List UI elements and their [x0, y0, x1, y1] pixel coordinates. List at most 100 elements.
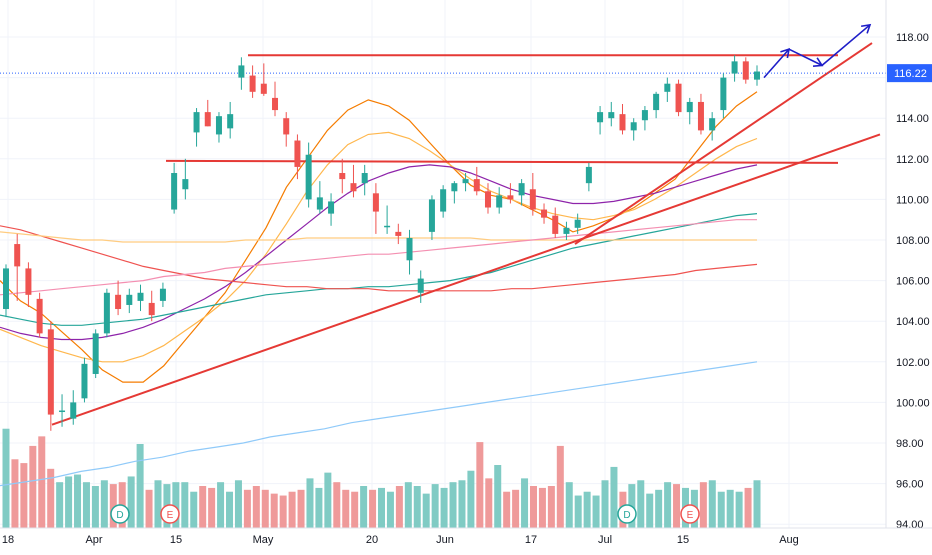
event-marker-circle: [160, 504, 180, 524]
candle-body: [204, 112, 211, 127]
volume-bar: [655, 489, 663, 528]
time-axis-label: Apr: [85, 534, 102, 546]
candle-body: [585, 166, 592, 184]
price-axis-label: 102.00: [896, 357, 930, 369]
candle-body: [451, 183, 458, 192]
event-marker-circle: [680, 504, 700, 524]
candle-body: [406, 237, 413, 261]
candle-body: [137, 292, 144, 301]
volume-bar: [395, 486, 403, 528]
event-marker-circle: [617, 504, 637, 524]
price-axis-label: 110.00: [896, 194, 929, 206]
candle-body: [541, 209, 548, 218]
trend-drawings: [0, 23, 886, 426]
volume-bar: [65, 476, 73, 528]
moving-average-line: [0, 231, 757, 243]
volume-bar: [243, 489, 251, 528]
price-axis-label: 98.00: [896, 438, 924, 450]
volume-bar: [56, 482, 64, 528]
candle-body: [59, 410, 66, 413]
volume-bar: [646, 493, 654, 528]
volume-bar: [181, 482, 189, 528]
price-axis-label: 94.00: [896, 519, 924, 531]
volume-bar: [717, 491, 725, 528]
volume-bar: [234, 480, 242, 528]
candle-body: [384, 225, 391, 228]
resistance-line-mid: [165, 159, 839, 164]
candle-body: [260, 83, 267, 94]
projection-arrow-head: [860, 23, 872, 34]
volume-bar: [485, 478, 493, 528]
volume-bar: [592, 495, 600, 528]
event-marker-dividend[interactable]: D: [617, 504, 637, 524]
volume-bar: [449, 482, 457, 528]
moving-average-line: [0, 361, 758, 487]
volume-bar: [217, 482, 225, 528]
price-axis-label: 108.00: [896, 235, 930, 247]
event-marker-label: D: [623, 510, 630, 521]
volume-bar: [386, 491, 394, 528]
candle-body: [339, 173, 346, 180]
volume-bar: [413, 486, 421, 528]
volume-bar: [261, 489, 269, 528]
volume-bar: [324, 472, 332, 528]
volume-bar: [467, 470, 475, 528]
volume-bar: [360, 486, 368, 528]
volume-bar: [538, 487, 546, 528]
event-marker-earnings[interactable]: E: [160, 504, 180, 524]
event-marker-earnings[interactable]: E: [680, 504, 700, 524]
volume-bar: [2, 428, 10, 528]
volume-bar: [503, 491, 511, 528]
volume-bar: [288, 491, 296, 528]
volume-bar: [512, 489, 520, 528]
candle-body: [473, 179, 480, 192]
volume-bars: [2, 428, 761, 528]
candle-body: [81, 363, 88, 399]
support-line-lower: [51, 133, 881, 426]
candle-body: [14, 244, 21, 267]
moving-average-line: [0, 164, 758, 341]
price-axis-label: 118.00: [896, 32, 929, 44]
volume-bar: [297, 489, 305, 528]
candle-body: [653, 93, 660, 111]
grid-lines: [0, 0, 886, 528]
candle-body: [619, 114, 626, 131]
volume-bar: [136, 444, 144, 528]
event-marker-dividend[interactable]: D: [110, 504, 130, 524]
moving-average-line: [0, 219, 757, 296]
candle-body: [754, 71, 760, 80]
candle-body: [92, 333, 99, 374]
candle-body: [193, 112, 200, 133]
moving-averages: [0, 91, 758, 487]
event-marker-circle: [110, 504, 130, 524]
price-axis-label: 106.00: [896, 276, 930, 288]
candle-body: [227, 114, 234, 129]
candle-body: [664, 83, 671, 92]
candle-body: [148, 302, 155, 316]
volume-bar: [20, 463, 28, 528]
volume-bar: [252, 486, 260, 528]
last-price-label: 116.22: [894, 68, 927, 80]
moving-average-line: [0, 225, 758, 292]
volume-bar: [565, 482, 573, 528]
moving-average-line: [0, 213, 758, 326]
volume-bar: [145, 489, 153, 528]
projection-arrow-head: [812, 57, 824, 67]
last-price-badge: [887, 64, 932, 83]
volume-bar: [11, 459, 19, 528]
volume-bar: [574, 495, 582, 528]
volume-bar: [699, 482, 707, 528]
candle-body: [608, 112, 615, 119]
volume-bar: [378, 487, 385, 528]
event-marker-label: E: [167, 510, 174, 521]
candle-body: [574, 219, 581, 228]
volume-bar: [190, 491, 198, 528]
moving-average-line: [0, 91, 758, 383]
volume-bar: [726, 489, 734, 528]
volume-bar: [404, 482, 412, 528]
price-axis-label: 104.00: [896, 316, 930, 328]
candle-body: [731, 61, 738, 74]
